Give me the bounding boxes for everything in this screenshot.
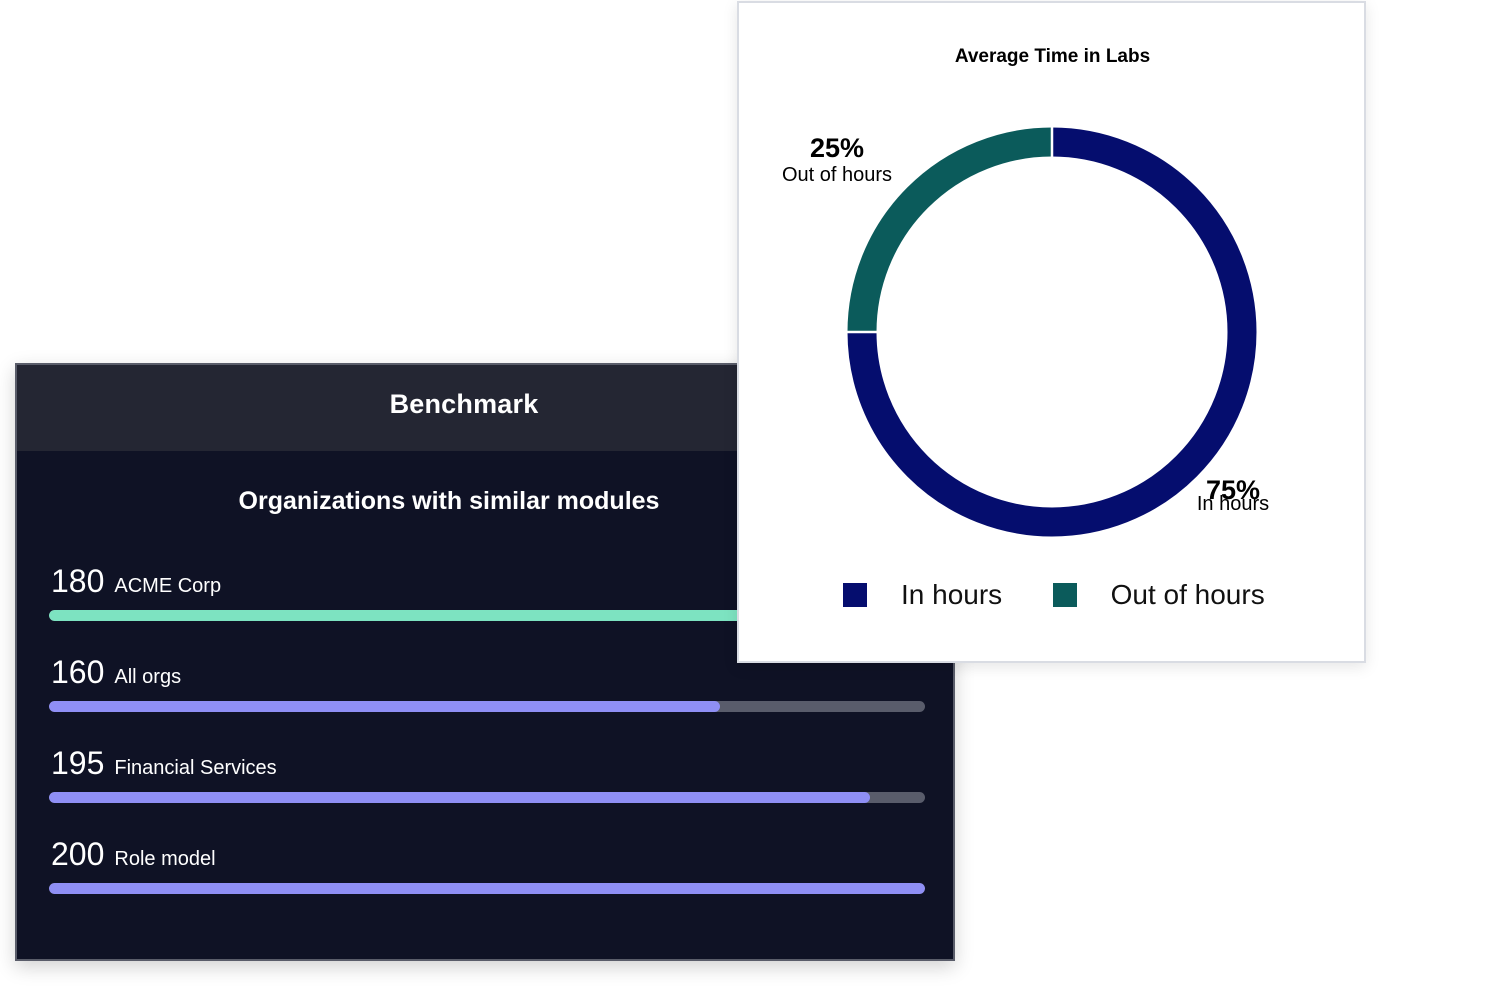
benchmark-row-label: 180 ACME Corp (51, 563, 221, 600)
benchmark-value: 160 (51, 654, 105, 690)
benchmark-row-acme: 180 ACME Corp (49, 563, 925, 633)
slice-label-out-of-hours: 25% Out of hours (777, 133, 897, 186)
benchmark-bar-track (49, 701, 925, 712)
benchmark-title: Benchmark (389, 389, 539, 419)
slice-name: In hours (1196, 493, 1270, 515)
chart-title: Average Time in Labs (954, 46, 1151, 67)
slice-name: Out of hours (781, 164, 893, 186)
benchmark-row-label: 160 All orgs (51, 654, 181, 691)
legend-swatch (843, 583, 867, 607)
benchmark-row-all-orgs: 160 All orgs (49, 654, 925, 724)
slice-percent: 25% (809, 133, 865, 163)
benchmark-bar-track (49, 610, 925, 621)
benchmark-row-label: 195 Financial Services (51, 745, 277, 782)
legend-item-in-hours: In hours (843, 579, 1002, 611)
donut-chart (846, 126, 1257, 537)
donut-chart-card: Average Time in Labs 25% Out of hours 75… (737, 1, 1366, 663)
benchmark-bar-fill (49, 701, 721, 712)
legend-item-out-of-hours: Out of hours (1052, 579, 1265, 611)
benchmark-bar-track (49, 792, 925, 803)
donut-slice-in-hours (847, 127, 1257, 537)
benchmark-value: 200 (51, 836, 105, 872)
slice-label-in-hours: 75% In hours (1183, 475, 1283, 515)
slice-percent: 75% (1205, 475, 1261, 505)
benchmark-org-name: Financial Services (114, 757, 277, 779)
benchmark-org-name: Role model (114, 848, 216, 870)
benchmark-value: 180 (51, 563, 105, 599)
chart-legend: In hours Out of hours (843, 579, 1311, 613)
benchmark-subtitle: Organizations with similar modules (238, 487, 660, 515)
legend-label: In hours (901, 579, 1003, 610)
benchmark-row-role-model: 200 Role model (49, 836, 925, 906)
benchmark-bar-fill (49, 792, 870, 803)
benchmark-value: 195 (51, 745, 105, 781)
benchmark-bar-fill (49, 883, 925, 894)
benchmark-row-label: 200 Role model (51, 836, 216, 873)
benchmark-org-name: ACME Corp (114, 575, 222, 597)
benchmark-bar-fill (49, 610, 925, 621)
benchmark-bar-track (49, 883, 925, 894)
benchmark-row-financial-services: 195 Financial Services (49, 745, 925, 815)
legend-label: Out of hours (1110, 579, 1265, 610)
legend-swatch (1052, 583, 1077, 607)
benchmark-org-name: All orgs (114, 666, 182, 688)
donut-slice-out-of-hours (847, 127, 1053, 333)
